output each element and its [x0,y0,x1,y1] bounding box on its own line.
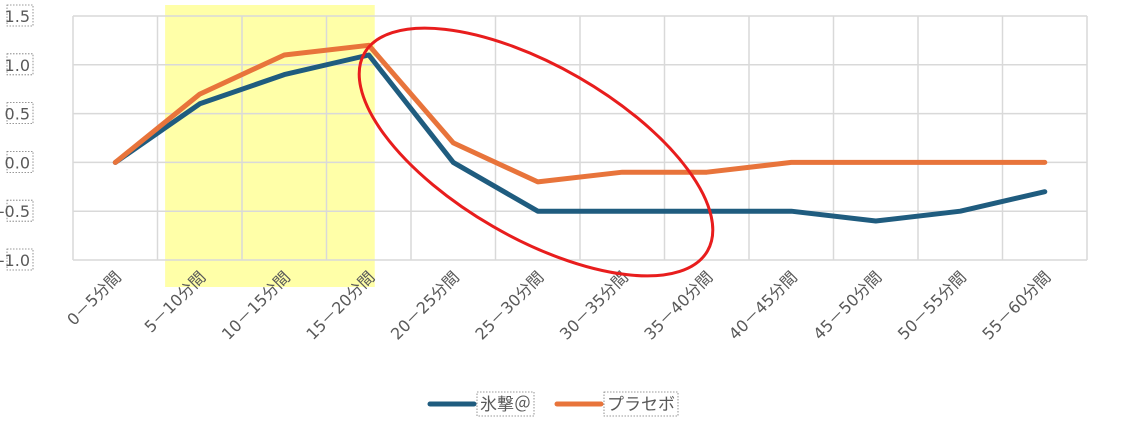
y-tick-box [6,248,34,271]
x-tick-label: 45－50分間 [809,267,885,343]
legend-label-1: 氷撃＠ [480,395,531,415]
y-tick-label: -1.0 [0,251,30,270]
y-tick-label: 1.0 [5,56,30,75]
y-tick-label: 0.5 [5,105,30,124]
annotation-ellipse [357,26,715,278]
x-tick-label: 55－60分間 [978,267,1054,343]
legend-box-1 [476,391,535,417]
highlight-band [165,5,375,287]
series-line-1 [112,52,1048,224]
series-line-2 [112,42,1048,185]
y-tick-label: 0.0 [5,153,30,172]
x-tick-label: 25－30分間 [471,267,547,343]
legend-label-2: プラセボ [607,395,675,415]
x-tick-label: 0－5分間 [63,267,125,329]
x-tick-label: 20－25分間 [387,267,463,343]
y-tick-label: -0.5 [0,202,30,221]
y-tick-box [6,4,34,27]
y-tick-label: 1.5 [5,7,30,26]
x-tick-label: 35－40分間 [640,267,716,343]
y-tick-box [6,53,34,76]
x-tick-label: 50－55分間 [894,267,970,343]
x-tick-label: 30－35分間 [556,267,632,343]
y-tick-box [6,150,34,173]
x-tick-label: 40－45分間 [725,267,801,343]
y-tick-box [6,102,34,124]
legend-box-2 [603,391,679,417]
y-tick-box [6,199,34,222]
